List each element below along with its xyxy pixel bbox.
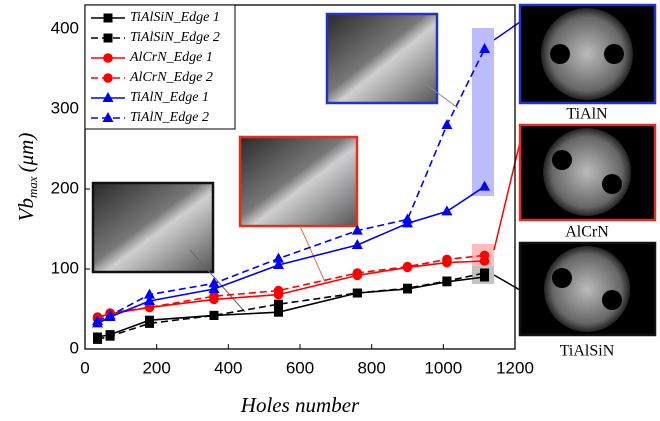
legend-label: AlCrN_Edge 2 xyxy=(129,70,213,85)
y-label-sub: max xyxy=(25,176,40,198)
marker xyxy=(209,310,219,320)
marker xyxy=(103,53,113,63)
y-tick-label: 200 xyxy=(51,178,79,197)
x-tick-label: 200 xyxy=(142,358,170,377)
annotation: TiAlN xyxy=(566,106,608,123)
marker xyxy=(92,315,104,325)
marker xyxy=(441,119,453,129)
annotation: AlCrN xyxy=(565,224,609,241)
x-tick-label: 800 xyxy=(357,358,385,377)
annotation: TiAlSiN xyxy=(560,343,615,360)
marker xyxy=(402,261,413,272)
marker xyxy=(442,276,452,286)
marker xyxy=(103,13,113,23)
marker xyxy=(273,285,284,296)
marker xyxy=(479,250,490,261)
marker xyxy=(479,180,491,191)
y-tick-label: 0 xyxy=(70,338,79,357)
y-label-unit: (μm) xyxy=(14,133,38,173)
marker xyxy=(441,205,453,216)
legend-label: TiAlSiN_Edge 1 xyxy=(130,10,220,25)
marker xyxy=(273,259,284,269)
legend-label: TiAlSiN_Edge 2 xyxy=(130,30,220,45)
marker xyxy=(402,213,413,224)
marker xyxy=(352,288,362,298)
connector xyxy=(493,141,521,251)
marker xyxy=(102,92,114,102)
connector xyxy=(493,21,521,41)
marker xyxy=(104,309,116,320)
pointer xyxy=(299,225,326,283)
highlight xyxy=(472,28,494,196)
marker xyxy=(274,307,283,317)
marker xyxy=(103,33,113,43)
marker xyxy=(209,291,219,302)
marker xyxy=(208,277,220,288)
y-axis-label: Vbmax (μm) xyxy=(14,133,40,222)
marker xyxy=(273,252,284,263)
marker xyxy=(479,43,491,53)
marker xyxy=(93,334,103,344)
legend-label: AlCrN_Edge 1 xyxy=(129,50,213,65)
x-tick-label: 1200 xyxy=(496,358,534,377)
marker xyxy=(442,254,452,265)
marker xyxy=(208,283,220,293)
x-tick-label: 400 xyxy=(214,358,242,377)
inset-photo xyxy=(325,12,439,105)
series-line xyxy=(97,272,485,341)
legend-label: TiAlN_Edge 2 xyxy=(130,110,209,125)
marker xyxy=(352,268,363,278)
y-tick-label: 300 xyxy=(51,98,79,117)
inset-photo xyxy=(91,181,215,274)
x-tick-label: 1000 xyxy=(424,358,462,377)
marker xyxy=(102,112,114,122)
legend-label: TiAlN_Edge 1 xyxy=(130,90,209,105)
inset-photo xyxy=(238,135,359,228)
marker xyxy=(351,224,363,235)
legend-box xyxy=(84,4,236,130)
x-tick-label: 0 xyxy=(80,358,89,377)
y-tick-label: 100 xyxy=(51,258,79,277)
marker xyxy=(351,239,363,249)
connector xyxy=(493,274,521,291)
legend: TiAlSiN_Edge 1 TiAlSiN_Edge 2 AlCrN_Edge 1… xyxy=(84,4,236,130)
marker xyxy=(144,288,155,299)
marker xyxy=(403,283,412,293)
marker xyxy=(145,318,154,328)
y-label-main: Vb xyxy=(14,198,38,221)
x-tick-label: 600 xyxy=(286,358,314,377)
x-axis-label: Holes number xyxy=(240,393,360,417)
pointer xyxy=(189,249,246,313)
marker xyxy=(274,299,283,309)
drill-images xyxy=(518,3,657,337)
marker xyxy=(105,331,115,341)
marker xyxy=(103,73,113,83)
y-tick-label: 400 xyxy=(51,18,79,37)
marker xyxy=(480,268,490,278)
marker xyxy=(144,295,155,305)
pointer xyxy=(419,79,459,109)
